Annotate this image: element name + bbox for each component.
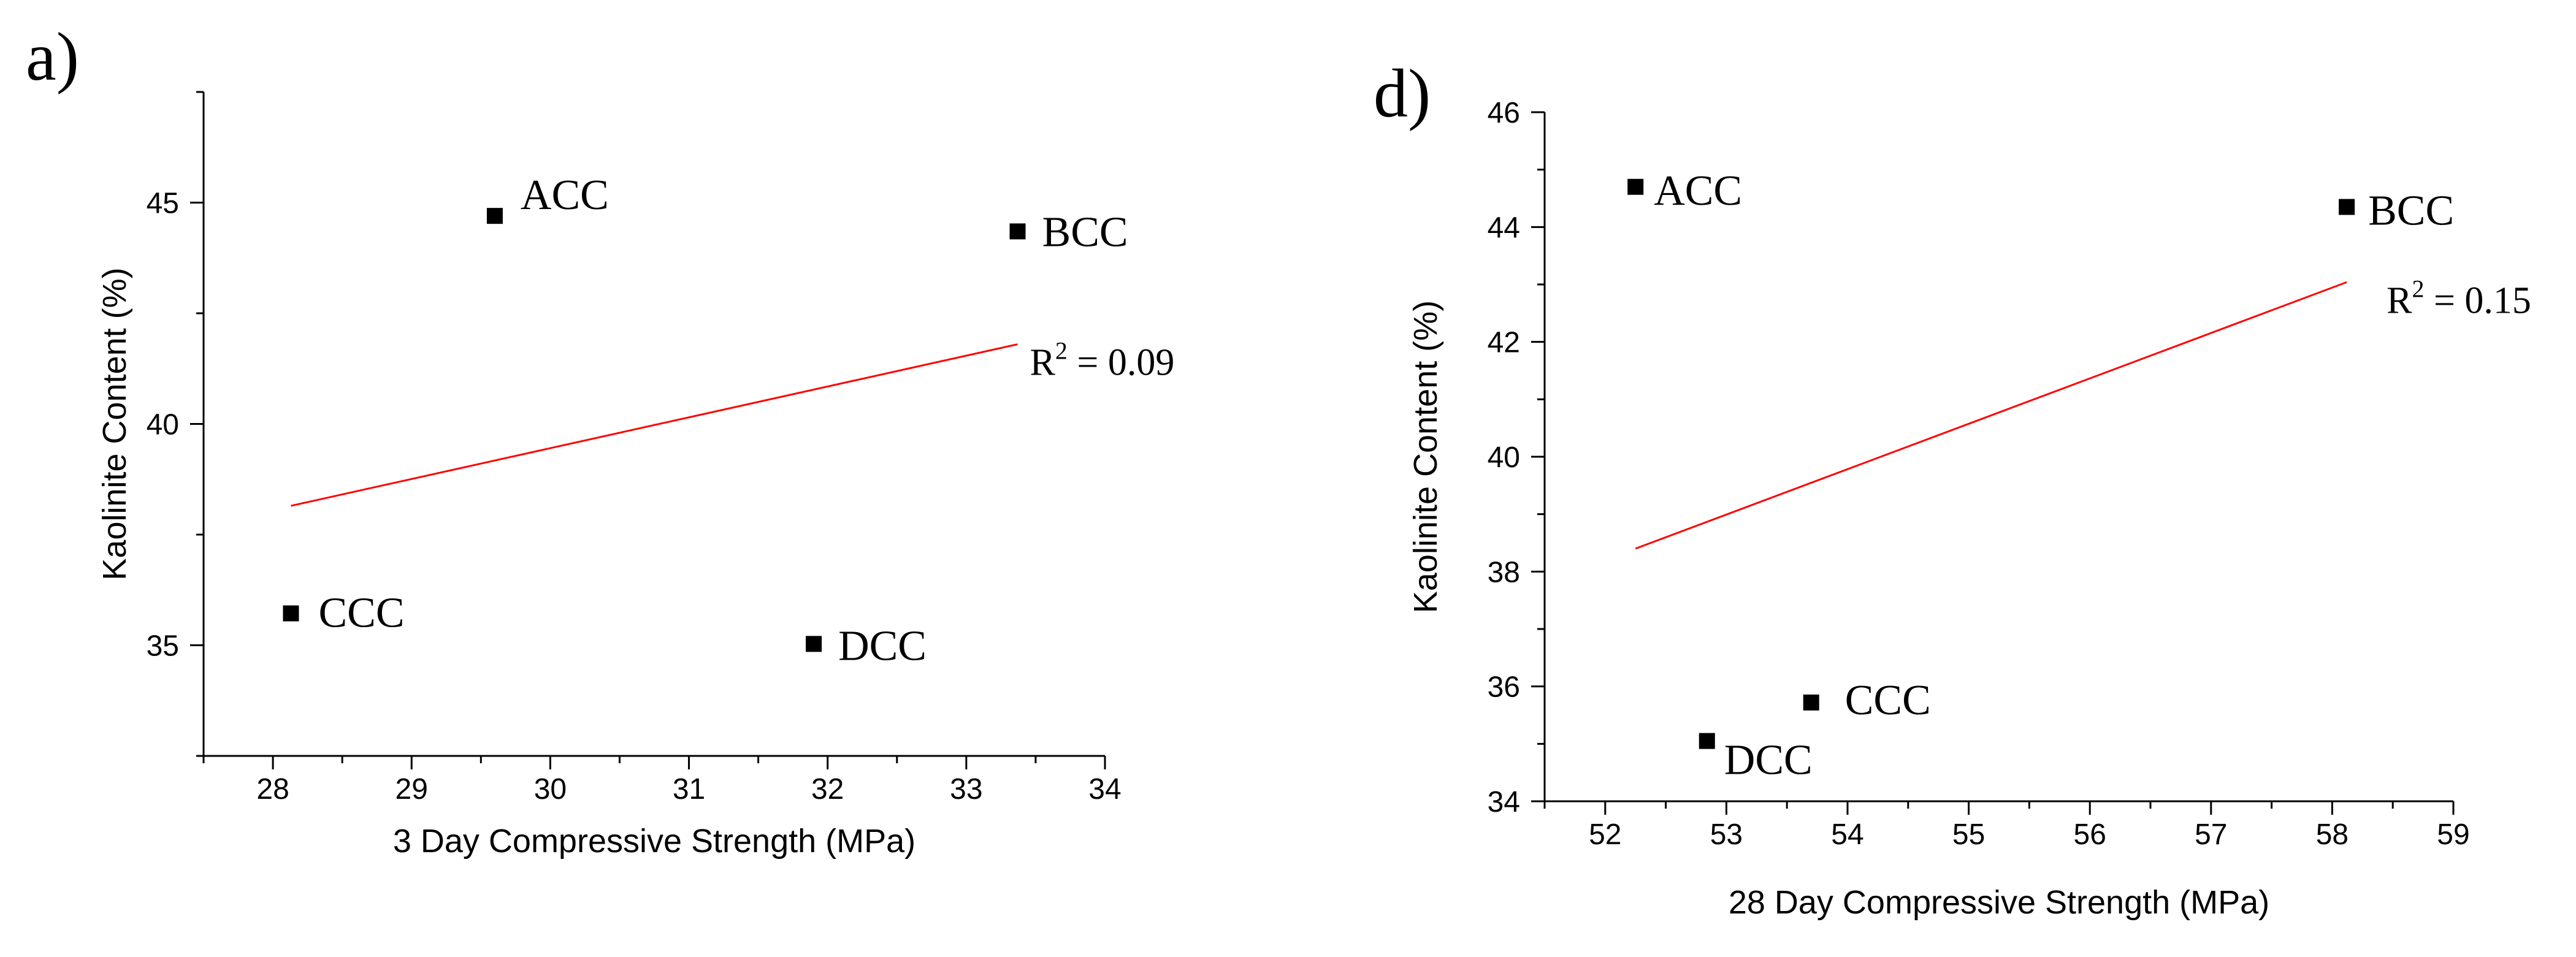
x-tick-label: 56: [2074, 818, 2106, 851]
x-tick-label: 34: [1088, 773, 1121, 806]
y-axis-title: Kaolinite Content (%): [96, 267, 133, 580]
trendline: [291, 343, 1018, 507]
data-point: [1627, 178, 1644, 195]
point-label: DCC: [1724, 737, 1813, 784]
x-tick-label: 52: [1589, 818, 1621, 851]
x-tick-label: 58: [2316, 818, 2349, 851]
y-tick-label: 40: [147, 409, 179, 441]
data-point: [2339, 199, 2355, 215]
r2-value: = 0.09: [1068, 342, 1174, 384]
x-tick-label: 29: [396, 773, 428, 806]
point-label: ACC: [521, 172, 609, 219]
r2-superscript: 2: [1055, 337, 1068, 365]
x-tick-label: 32: [811, 773, 844, 806]
x-tick-label: 31: [673, 773, 705, 806]
y-tick-label: 34: [1488, 786, 1520, 818]
trendline: [1635, 281, 2347, 550]
x-tick-label: 55: [1952, 818, 1985, 851]
point-label: BCC: [2368, 188, 2454, 235]
data-point: [283, 605, 299, 622]
y-tick-label: 35: [147, 630, 179, 663]
y-tick-label: 40: [1488, 441, 1520, 474]
y-tick-label: 36: [1488, 671, 1520, 704]
point-label: DCC: [838, 622, 927, 669]
panel-letter: a): [26, 19, 79, 95]
x-tick-label: 28: [256, 773, 289, 806]
data-point: [1009, 223, 1026, 240]
y-tick-label: 44: [1488, 212, 1520, 244]
point-label: ACC: [1654, 167, 1742, 215]
y-tick-label: 42: [1488, 327, 1520, 359]
x-tick-label: 54: [1831, 818, 1863, 851]
x-tick-label: 53: [1710, 818, 1743, 851]
x-axis-title: 28 Day Compressive Strength (MPa): [1729, 884, 2269, 921]
data-point: [806, 636, 822, 652]
point-label: CCC: [1845, 677, 1931, 724]
data-point: [486, 208, 503, 224]
r2-annotation: R2 = 0.15: [2387, 275, 2531, 321]
panel-d: d) 52 53 54 55 56 57 58 59 34 36 38 40 42 44 46 28 Day …: [1374, 56, 2531, 921]
x-tick-label: 33: [950, 773, 982, 806]
r2-annotation: R2 = 0.09: [1030, 337, 1175, 384]
x-axis-title: 3 Day Compressive Strength (MPa): [393, 823, 915, 860]
r2-label: R: [1030, 342, 1056, 384]
y-tick-label: 45: [147, 188, 179, 220]
y-tick-label: 38: [1488, 556, 1520, 589]
y-tick-label: 46: [1488, 97, 1520, 129]
r2-value: = 0.15: [2424, 280, 2531, 321]
y-axis-title: Kaolinite Content (%): [1407, 300, 1444, 613]
r2-label: R: [2387, 280, 2412, 321]
data-point: [1803, 694, 1819, 711]
point-label: BCC: [1042, 208, 1128, 256]
x-tick-label: 59: [2437, 818, 2469, 851]
panel-a: a) 28 29 30 31 32 33 34 35 40 45 3 Day Compressive…: [26, 19, 1174, 860]
x-tick-label: 30: [534, 773, 567, 806]
r2-superscript: 2: [2412, 275, 2424, 302]
panel-letter: d): [1374, 56, 1431, 132]
data-point: [1699, 733, 1715, 749]
point-label: CCC: [318, 590, 404, 637]
x-tick-label: 57: [2195, 818, 2227, 851]
